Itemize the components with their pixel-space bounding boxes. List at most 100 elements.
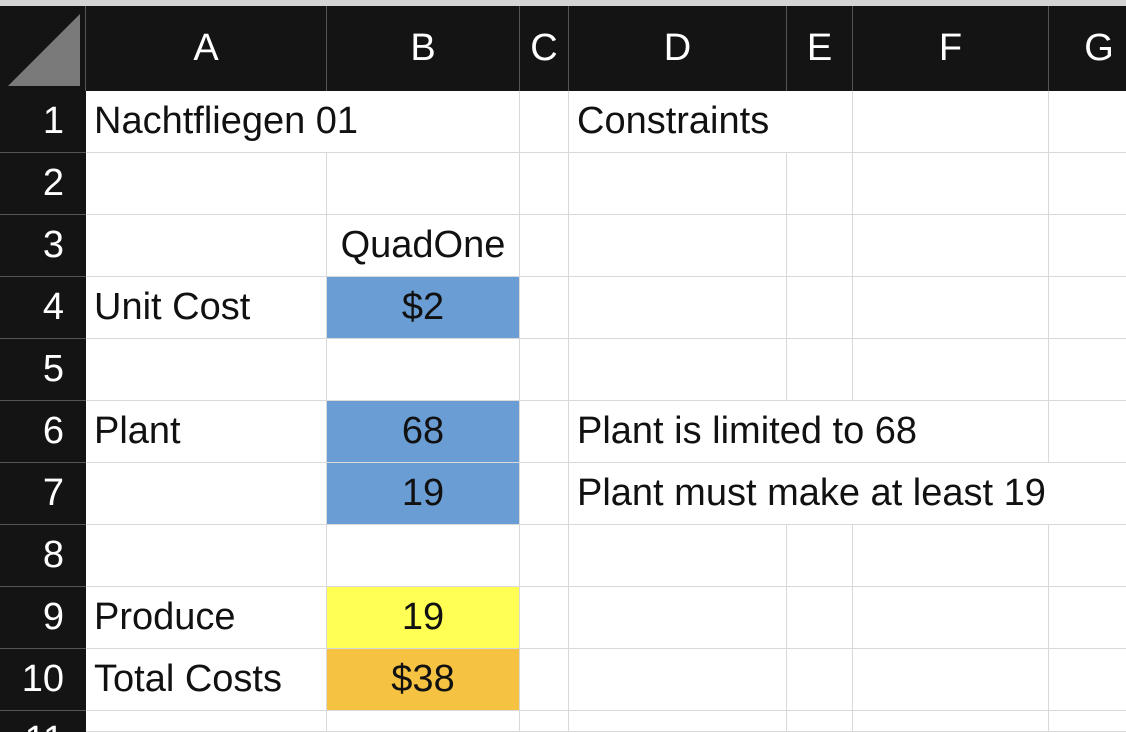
column-header-a[interactable]: A (86, 6, 327, 91)
cell-e5[interactable] (787, 339, 853, 401)
cell-a10[interactable]: Total Costs (86, 649, 327, 711)
cell-f9[interactable] (853, 587, 1049, 649)
cell-e1[interactable] (787, 91, 853, 153)
cell-a2[interactable] (86, 153, 327, 215)
cell-g8[interactable] (1049, 525, 1126, 587)
row-header-6[interactable]: 6 (0, 401, 86, 463)
cell-f11[interactable] (853, 711, 1049, 732)
cell-b6[interactable]: 68 (327, 401, 520, 463)
cell-f10[interactable] (853, 649, 1049, 711)
cell-c5[interactable] (520, 339, 569, 401)
cell-g11[interactable] (1049, 711, 1126, 732)
cell-b9[interactable]: 19 (327, 587, 520, 649)
cell-b2[interactable] (327, 153, 520, 215)
cell-e11[interactable] (787, 711, 853, 732)
row-header-11[interactable]: 11 (0, 711, 86, 732)
top-border (0, 0, 1126, 6)
cell-b5[interactable] (327, 339, 520, 401)
cell-g2[interactable] (1049, 153, 1126, 215)
row-header-10[interactable]: 10 (0, 649, 86, 711)
cell-c7[interactable] (520, 463, 569, 525)
column-header-f[interactable]: F (853, 6, 1049, 91)
row-header-4[interactable]: 4 (0, 277, 86, 339)
select-all-corner[interactable] (0, 6, 86, 91)
cell-g5[interactable] (1049, 339, 1126, 401)
column-header-e[interactable]: E (787, 6, 853, 91)
cell-b7[interactable]: 19 (327, 463, 520, 525)
cell-b8[interactable] (327, 525, 520, 587)
cell-f4[interactable] (853, 277, 1049, 339)
cell-g1[interactable] (1049, 91, 1126, 153)
cell-e3[interactable] (787, 215, 853, 277)
cell-d2[interactable] (569, 153, 787, 215)
row-header-1[interactable]: 1 (0, 91, 86, 153)
cell-e6[interactable] (787, 401, 853, 463)
column-header-b[interactable]: B (327, 6, 520, 91)
cell-d9[interactable] (569, 587, 787, 649)
cell-d6[interactable]: Plant is limited to 68 (569, 401, 917, 463)
cell-g9[interactable] (1049, 587, 1126, 649)
column-header-c[interactable]: C (520, 6, 569, 91)
cell-c11[interactable] (520, 711, 569, 732)
cell-d7[interactable]: Plant must make at least 19 (569, 463, 1046, 525)
cell-a3[interactable] (86, 215, 327, 277)
column-header-d[interactable]: D (569, 6, 787, 91)
cell-a9[interactable]: Produce (86, 587, 327, 649)
column-header-g[interactable]: G (1049, 6, 1126, 91)
cell-d5[interactable] (569, 339, 787, 401)
cell-b11[interactable] (327, 711, 520, 732)
cell-c10[interactable] (520, 649, 569, 711)
cell-a11[interactable] (86, 711, 327, 732)
cell-g4[interactable] (1049, 277, 1126, 339)
row-header-5[interactable]: 5 (0, 339, 86, 401)
cell-d7-text: Plant must make at least 19 (577, 472, 1046, 514)
cell-c2[interactable] (520, 153, 569, 215)
cell-d1[interactable]: Constraints (569, 91, 787, 153)
cell-a5[interactable] (86, 339, 327, 401)
cell-a7[interactable] (86, 463, 327, 525)
cell-e2[interactable] (787, 153, 853, 215)
select-all-triangle-icon (8, 14, 80, 86)
cell-c1[interactable] (520, 91, 569, 153)
cell-c8[interactable] (520, 525, 569, 587)
cell-b1[interactable] (327, 91, 520, 153)
cell-b4[interactable]: $2 (327, 277, 520, 339)
cell-a1[interactable]: Nachtfliegen 01 (86, 91, 358, 153)
cell-f5[interactable] (853, 339, 1049, 401)
cell-g3[interactable] (1049, 215, 1126, 277)
cell-d3[interactable] (569, 215, 787, 277)
cell-c4[interactable] (520, 277, 569, 339)
cell-a1-text: Nachtfliegen 01 (94, 100, 359, 142)
row-header-7[interactable]: 7 (0, 463, 86, 525)
cell-f2[interactable] (853, 153, 1049, 215)
cell-d10[interactable] (569, 649, 787, 711)
cell-e4[interactable] (787, 277, 853, 339)
cell-a8[interactable] (86, 525, 327, 587)
cell-d11[interactable] (569, 711, 787, 732)
cell-e10[interactable] (787, 649, 853, 711)
row-header-8[interactable]: 8 (0, 525, 86, 587)
cell-f1[interactable] (853, 91, 1049, 153)
cell-g6[interactable] (1049, 401, 1126, 463)
cell-c3[interactable] (520, 215, 569, 277)
cell-g7[interactable] (1049, 463, 1126, 525)
cell-a4[interactable]: Unit Cost (86, 277, 327, 339)
cell-d4[interactable] (569, 277, 787, 339)
cell-c6[interactable] (520, 401, 569, 463)
cell-f8[interactable] (853, 525, 1049, 587)
cell-g10[interactable] (1049, 649, 1126, 711)
cell-b3[interactable]: QuadOne (327, 215, 520, 277)
cell-f3[interactable] (853, 215, 1049, 277)
row-header-9[interactable]: 9 (0, 587, 86, 649)
row-header-2[interactable]: 2 (0, 153, 86, 215)
cell-c9[interactable] (520, 587, 569, 649)
cell-f6[interactable] (853, 401, 1049, 463)
cell-e9[interactable] (787, 587, 853, 649)
cell-f7[interactable] (853, 463, 1049, 525)
cell-b10[interactable]: $38 (327, 649, 520, 711)
cell-e8[interactable] (787, 525, 853, 587)
cell-d8[interactable] (569, 525, 787, 587)
cell-e7[interactable] (787, 463, 853, 525)
cell-a6[interactable]: Plant (86, 401, 327, 463)
row-header-3[interactable]: 3 (0, 215, 86, 277)
